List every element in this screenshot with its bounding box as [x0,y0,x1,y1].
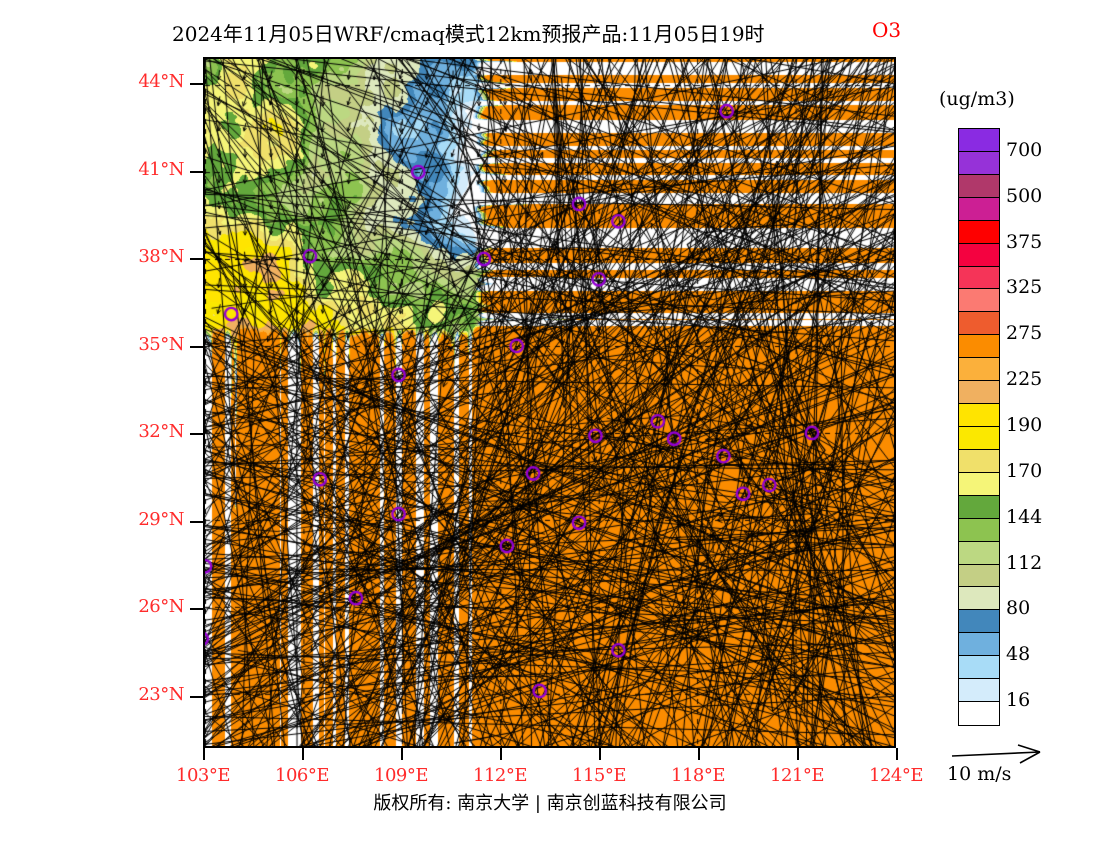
colorbar-cell [959,289,999,313]
colorbar-cell [959,426,999,450]
colorbar-tick-label: 48 [1006,643,1031,666]
colorbar-cell [959,610,999,634]
wind-reference-arrow-icon [950,744,1080,766]
species-label: O3 [872,18,902,42]
y-axis-tick-mark [190,520,203,523]
colorbar-cell [959,656,999,680]
colorbar-cell [959,495,999,519]
y-axis-tick-label: 23°N [138,683,184,705]
colorbar [958,128,1000,726]
x-axis-tick-label: 118°E [671,765,726,786]
page-title: 2024年11月05日WRF/cmaq模式12km预报产品:11月05日19时 [172,22,765,46]
wind-legend-label: 10 m/s [947,763,1012,785]
x-axis-tick-label: 124°E [869,765,924,786]
colorbar-tick-label: 144 [1006,505,1043,528]
x-axis-tick-mark [698,748,700,760]
colorbar-cell [959,449,999,473]
y-axis-tick-label: 32°N [138,421,184,443]
colorbar-tick-label: 325 [1006,276,1043,299]
x-axis-tick-label: 115°E [572,765,627,786]
colorbar-cell [959,472,999,496]
y-axis-tick-label: 44°N [138,71,184,93]
forecast-map-canvas[interactable] [205,59,894,746]
colorbar-tick-label: 170 [1006,459,1043,482]
y-axis-tick-mark [190,83,203,86]
colorbar-cell [959,358,999,382]
x-axis-tick-label: 109°E [374,765,429,786]
x-axis-tick-mark [599,748,601,760]
colorbar-cell [959,679,999,703]
colorbar-tick-label: 16 [1006,689,1031,712]
colorbar-cell [959,518,999,542]
x-axis-tick-mark [896,748,898,760]
y-axis-tick-mark [190,608,203,611]
colorbar-tick-label: 700 [1006,138,1043,161]
colorbar-tick-label: 225 [1006,368,1043,391]
colorbar-cell [959,404,999,427]
y-axis-tick-label: 26°N [138,596,184,618]
x-axis-tick-label: 112°E [473,765,528,786]
colorbar-cell [959,587,999,611]
x-axis-tick-mark [797,748,799,760]
colorbar-cell [959,702,999,725]
colorbar-tick-label: 80 [1006,597,1031,620]
x-axis-tick-label: 121°E [770,765,825,786]
colorbar-cell [959,151,999,175]
colorbar-cell [959,335,999,359]
x-axis-tick-mark [500,748,502,760]
colorbar-tick-label: 275 [1006,322,1043,345]
colorbar-tick-label: 375 [1006,230,1043,253]
colorbar-cell [959,220,999,244]
colorbar-cell [959,243,999,267]
colorbar-cell [959,197,999,221]
y-axis-tick-mark [190,258,203,261]
y-axis-tick-mark [190,345,203,348]
x-axis-tick-label: 106°E [275,765,330,786]
colorbar-cell [959,312,999,336]
colorbar-cell [959,266,999,290]
colorbar-cell [959,541,999,565]
y-axis-tick-mark [190,433,203,436]
colorbar-tick-label: 500 [1006,184,1043,207]
y-axis-tick-label: 35°N [138,333,184,355]
x-axis-tick-mark [401,748,403,760]
colorbar-tick-label: 190 [1006,414,1043,436]
colorbar-cell [959,174,999,198]
x-axis-tick-label: 103°E [176,765,231,786]
x-axis-tick-mark [203,748,205,760]
y-axis-tick-label: 38°N [138,246,184,268]
colorbar-cell [959,129,999,152]
colorbar-tick-label: 112 [1006,551,1043,574]
copyright-credit: 版权所有: 南京大学 | 南京创蓝科技有限公司 [373,793,727,814]
colorbar-cell [959,633,999,657]
map-plot-frame[interactable] [203,57,896,748]
y-axis-tick-label: 41°N [138,158,184,180]
y-axis-tick-mark [190,695,203,698]
y-axis-tick-mark [190,170,203,173]
colorbar-cell [959,381,999,405]
y-axis-tick-label: 29°N [138,508,184,530]
x-axis-tick-mark [302,748,304,760]
colorbar-cell [959,564,999,588]
colorbar-units-label: (ug/m3) [939,88,1015,110]
